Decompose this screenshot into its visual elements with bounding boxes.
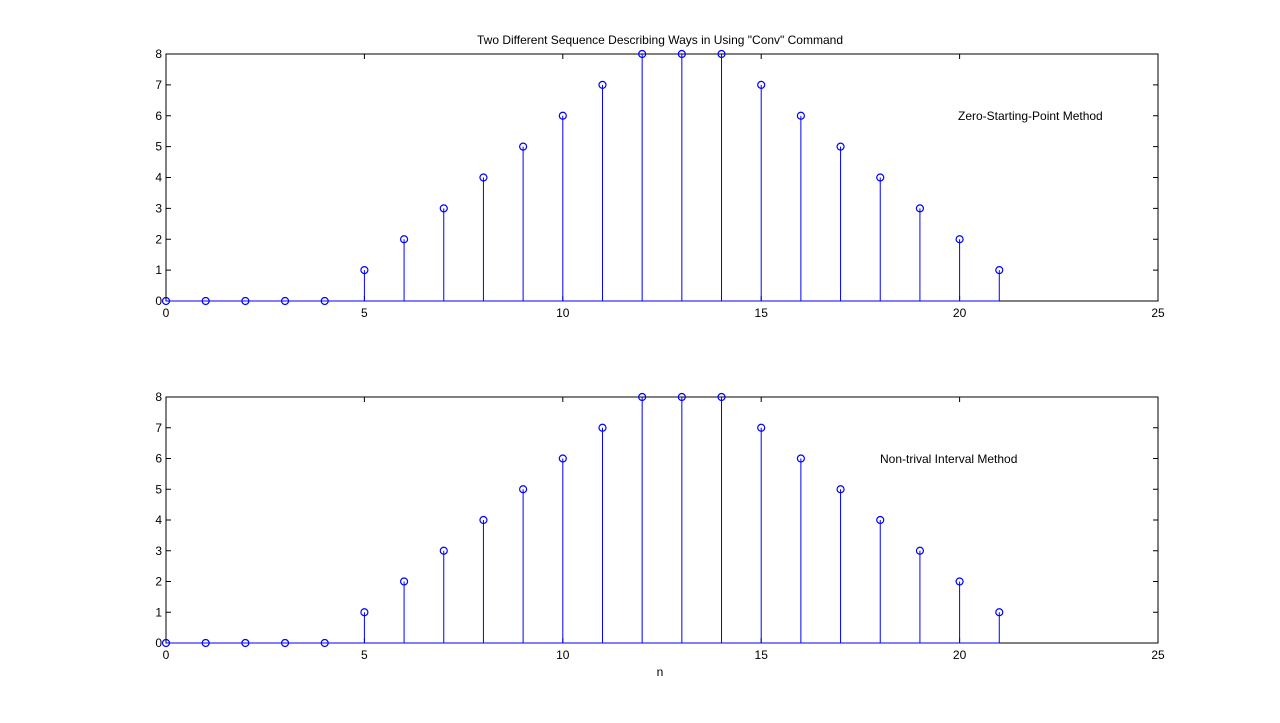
top-stem-marker (757, 80, 766, 89)
bottom-x-tick-label: 5 (361, 648, 368, 662)
bottom-stem-marker (757, 423, 766, 432)
top-stem-marker (320, 296, 329, 306)
top-stem-marker (161, 296, 171, 306)
bottom-stem-marker (638, 392, 647, 402)
top-stem-marker (201, 296, 210, 306)
top-stem-marker (836, 142, 845, 151)
bottom-stem-plot: 0 1 2 3 4 5 6 7 8 0 5 10 15 20 25 Non-trival Interval… (155, 390, 1165, 679)
bottom-stem-marker (955, 577, 964, 586)
bottom-y-tick-label: 4 (155, 513, 162, 527)
bottom-x-tick-label: 0 (163, 648, 170, 662)
bottom-x-tick-label: 25 (1151, 648, 1165, 662)
top-stem-marker (241, 296, 250, 306)
bottom-y-tick-label: 8 (155, 390, 162, 404)
top-stem-marker (955, 235, 964, 244)
top-stem-marker (280, 296, 290, 306)
bottom-x-tick-label: 10 (556, 648, 570, 662)
top-stem-marker (519, 142, 528, 151)
top-stems (161, 49, 1004, 306)
top-y-tick-label: 7 (155, 78, 162, 92)
top-stem-marker (558, 111, 567, 120)
top-y-tick-label: 3 (155, 201, 162, 215)
top-stem-marker (876, 173, 885, 182)
bottom-stem-marker (241, 638, 250, 648)
top-x-axis: 0 5 10 15 20 25 (163, 54, 1165, 320)
top-x-tick-label: 5 (361, 306, 368, 320)
top-stem-marker (399, 235, 409, 244)
top-y-tick-label: 8 (155, 47, 162, 61)
bottom-stem-marker (796, 454, 805, 463)
top-y-tick-label: 2 (155, 232, 162, 246)
bottom-stem-marker (201, 638, 210, 648)
top-x-tick-label: 25 (1151, 306, 1165, 320)
bottom-x-axis: 0 5 10 15 20 25 (163, 397, 1165, 662)
top-y-tick-label: 4 (155, 171, 162, 185)
top-x-tick-label: 15 (755, 306, 769, 320)
top-y-axis: 0 1 2 3 4 5 6 7 8 (155, 47, 1158, 308)
top-stem-marker (717, 49, 726, 59)
top-stem-marker (360, 266, 369, 275)
bottom-stem-marker (677, 392, 686, 402)
bottom-stem-marker (995, 608, 1004, 617)
top-y-tick-label: 5 (155, 140, 162, 154)
bottom-stem-marker (519, 485, 528, 494)
bottom-stem-marker (320, 638, 329, 648)
bottom-y-axis: 0 1 2 3 4 5 6 7 8 (155, 390, 1158, 650)
bottom-y-tick-label: 6 (155, 452, 162, 466)
bottom-axes-box (165, 396, 1159, 644)
top-stem-plot: 0 1 2 3 4 5 6 7 8 0 5 10 15 20 25 Zero-Starting-Point… (155, 47, 1165, 320)
top-stem-marker (796, 111, 805, 120)
bottom-stems (161, 392, 1004, 648)
top-y-tick-label: 1 (155, 263, 162, 277)
bottom-x-tick-label: 20 (953, 648, 967, 662)
bottom-y-tick-label: 0 (155, 636, 162, 650)
top-stem-marker (677, 49, 686, 59)
top-x-tick-label: 20 (953, 306, 967, 320)
bottom-stem-marker (558, 454, 567, 463)
bottom-y-tick-label: 5 (155, 482, 162, 496)
bottom-y-tick-label: 2 (155, 575, 162, 589)
bottom-stem-marker (717, 392, 726, 402)
x-axis-label: n (657, 665, 664, 679)
top-annotation: Zero-Starting-Point Method (958, 109, 1103, 123)
bottom-stem-marker (836, 485, 845, 494)
top-stem-marker (638, 49, 647, 59)
top-y-tick-label: 0 (155, 294, 162, 308)
top-stem-marker (915, 204, 925, 213)
bottom-stem-marker (399, 577, 409, 586)
bottom-y-tick-label: 1 (155, 605, 162, 619)
top-x-tick-label: 10 (556, 306, 570, 320)
bottom-stem-marker (280, 638, 290, 648)
bottom-stem-marker (161, 638, 171, 648)
top-axes-box (165, 53, 1159, 302)
top-stem-marker (995, 266, 1004, 275)
bottom-y-tick-label: 7 (155, 421, 162, 435)
top-stem-marker (479, 173, 488, 182)
top-stem-marker (439, 204, 448, 213)
bottom-stem-marker (598, 423, 607, 432)
bottom-annotation: Non-trival Interval Method (880, 452, 1017, 466)
bottom-y-tick-label: 3 (155, 544, 162, 558)
top-y-tick-label: 6 (155, 109, 162, 123)
top-stem-marker (598, 80, 607, 89)
bottom-stem-marker (479, 515, 488, 525)
bottom-x-tick-label: 15 (755, 648, 769, 662)
bottom-stem-marker (915, 546, 925, 555)
top-x-tick-label: 0 (163, 306, 170, 320)
bottom-stem-marker (876, 515, 885, 525)
bottom-stem-marker (439, 546, 448, 555)
chart-title: Two Different Sequence Describing Ways i… (477, 33, 843, 47)
bottom-stem-marker (360, 608, 369, 617)
